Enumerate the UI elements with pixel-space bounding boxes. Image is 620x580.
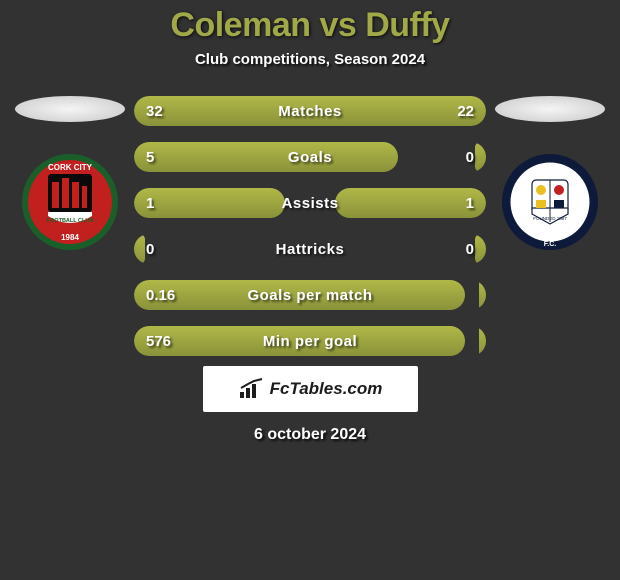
stat-row: 11Assists xyxy=(134,188,486,218)
page-title: Coleman vs Duffy xyxy=(170,6,449,45)
stat-label: Assists xyxy=(134,188,486,218)
player-oval-left xyxy=(15,96,125,122)
left-player-column: CORK CITY 1984 FOOTBALL CLUB xyxy=(10,96,130,356)
right-player-column: ATHLONE TOWN ATHLONE TOWN F.C. FOUNDED 1… xyxy=(490,96,610,356)
stat-label: Min per goal xyxy=(134,326,486,356)
stat-label: Hattricks xyxy=(134,234,486,264)
player-oval-right xyxy=(495,96,605,122)
fctables-mark-icon xyxy=(238,378,266,400)
stat-label: Matches xyxy=(134,96,486,126)
stat-row: 0.16Goals per match xyxy=(134,280,486,310)
main-area: CORK CITY 1984 FOOTBALL CLUB 3222Matches… xyxy=(0,96,620,356)
stat-label: Goals xyxy=(134,142,486,172)
cork-city-crest-icon: CORK CITY 1984 FOOTBALL CLUB xyxy=(20,152,120,252)
stat-row: 00Hattricks xyxy=(134,234,486,264)
stats-bars: 3222Matches 50Goals 11Assists 00Hattricks 0.… xyxy=(130,96,490,356)
stat-row: 50Goals xyxy=(134,142,486,172)
date-text: 6 october 2024 xyxy=(254,426,366,444)
svg-text:FOUNDED 1887: FOUNDED 1887 xyxy=(533,216,567,221)
svg-text:FOOTBALL CLUB: FOOTBALL CLUB xyxy=(47,218,94,224)
page-subtitle: Club competitions, Season 2024 xyxy=(195,51,425,68)
club-badge-left: CORK CITY 1984 FOOTBALL CLUB xyxy=(20,152,120,252)
stat-label: Goals per match xyxy=(134,280,486,310)
svg-text:F.C.: F.C. xyxy=(544,241,557,248)
svg-text:1984: 1984 xyxy=(61,233,79,242)
stat-row: 3222Matches xyxy=(134,96,486,126)
athlone-town-crest-icon: ATHLONE TOWN ATHLONE TOWN F.C. FOUNDED 1… xyxy=(500,152,600,252)
comparison-card: Coleman vs Duffy Club competitions, Seas… xyxy=(0,0,620,580)
source-logo: FcTables.com xyxy=(203,366,418,412)
source-logo-text: FcTables.com xyxy=(270,379,383,399)
svg-text:CORK CITY: CORK CITY xyxy=(48,163,93,172)
stat-row: 576Min per goal xyxy=(134,326,486,356)
club-badge-right: ATHLONE TOWN ATHLONE TOWN F.C. FOUNDED 1… xyxy=(500,152,600,252)
